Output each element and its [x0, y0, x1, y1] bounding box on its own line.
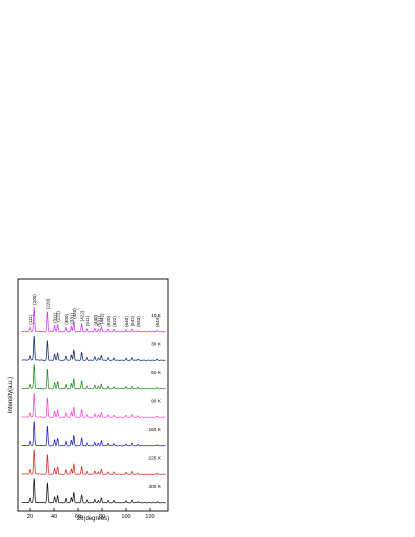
- y-axis-label: Intensity(a.u.): [8, 377, 14, 413]
- annotation-layer: 10 K 30 K 50 K 90 K 160 K 225 K 300 K (111) (200…: [28, 294, 162, 490]
- series-line-10k: [21, 307, 166, 333]
- peak-label: (511): [85, 315, 90, 326]
- peak-label: (620): [106, 315, 111, 326]
- peak-label: (642): [130, 315, 135, 326]
- peak-label: (440): [93, 314, 98, 325]
- peak-label: (111): [28, 314, 33, 325]
- peak-label: (531): [96, 315, 101, 326]
- x-tick-label: 120: [145, 514, 154, 520]
- series-label-10k: 10 K: [151, 313, 162, 319]
- series-label-300k: 300 K: [148, 484, 161, 490]
- axis-layer: 20 40 60 80 100 120: [27, 508, 155, 520]
- series-line-225k: [21, 449, 166, 475]
- series-line-160k: [21, 421, 166, 447]
- peak-label: (331): [69, 313, 74, 324]
- x-tick-label: 20: [27, 514, 33, 520]
- x-tick-label: 60: [75, 514, 81, 520]
- peak-label: (400): [64, 313, 69, 324]
- x-tick-label: 80: [99, 514, 105, 520]
- peak-label: (200): [32, 294, 37, 305]
- peak-label: (422): [80, 310, 85, 321]
- peak-label: (442): [99, 313, 104, 324]
- series-line-50k: [21, 364, 166, 390]
- x-tick-label: 40: [51, 514, 57, 520]
- series-line-300k: [21, 478, 166, 504]
- peak-label: (644): [155, 316, 160, 327]
- x-tick-label: 100: [121, 514, 130, 520]
- peak-label: (640): [124, 316, 129, 327]
- x-axis-label: 2θ(degrees): [77, 516, 109, 522]
- series-label-30k: 30 K: [151, 342, 162, 348]
- series-label-90k: 90 K: [151, 399, 162, 405]
- peak-label: (220): [45, 298, 50, 309]
- series-line-90k: [21, 393, 166, 418]
- series-label-50k: 50 K: [151, 370, 162, 376]
- peak-label: (553): [136, 316, 141, 327]
- plot-frame: [17, 278, 169, 512]
- series-line-30k: [21, 335, 166, 361]
- peak-label: (420): [72, 308, 77, 319]
- peak-label: (222): [56, 311, 61, 322]
- series-label-160k: 160 K: [148, 427, 161, 433]
- peak-label: (622): [112, 316, 117, 327]
- series-label-225k: 225 K: [148, 456, 161, 462]
- series-layer: [21, 307, 166, 504]
- peak-label: (311): [53, 312, 58, 323]
